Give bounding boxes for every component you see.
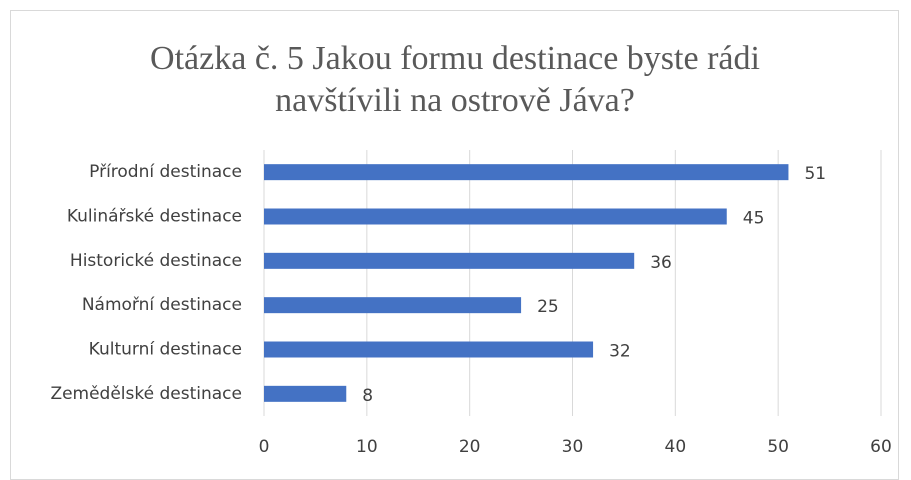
bar [264, 341, 594, 358]
y-tick-label: Historické destinace [70, 251, 242, 271]
chart: 0 10 20 30 40 50 60 Přírodní destinace 51 Kulinář… [50, 150, 892, 457]
y-tick-label: Zemědělské destinace [50, 384, 242, 404]
bar [264, 297, 522, 314]
x-tick-label: 60 [870, 437, 892, 457]
y-tick-label: Kulturní destinace [89, 340, 242, 360]
value-label: 8 [362, 386, 373, 406]
page: {"chart_data": {"type": "bar", "orientat… [10, 10, 899, 480]
x-tick-label: 30 [562, 437, 584, 457]
x-tick-label: 10 [356, 437, 378, 457]
x-tick-label: 50 [767, 437, 789, 457]
value-label: 45 [743, 209, 765, 229]
x-tick-label: 20 [459, 437, 481, 457]
value-label: 36 [650, 253, 672, 273]
bar [264, 164, 789, 181]
bar [264, 252, 635, 269]
value-label: 51 [804, 164, 826, 184]
value-label: 25 [537, 297, 559, 317]
y-tick-label: Přírodní destinace [89, 162, 242, 182]
x-tick-label: 40 [665, 437, 687, 457]
bar [264, 208, 727, 225]
y-tick-label: Kulinářské destinace [67, 207, 242, 227]
value-label: 32 [609, 342, 631, 362]
x-tick-label: 0 [259, 437, 270, 457]
bar [264, 385, 347, 402]
y-tick-label: Námořní destinace [82, 295, 242, 315]
chart-title: Otázka č. 5 Jakou formu destinace byste … [150, 40, 760, 119]
